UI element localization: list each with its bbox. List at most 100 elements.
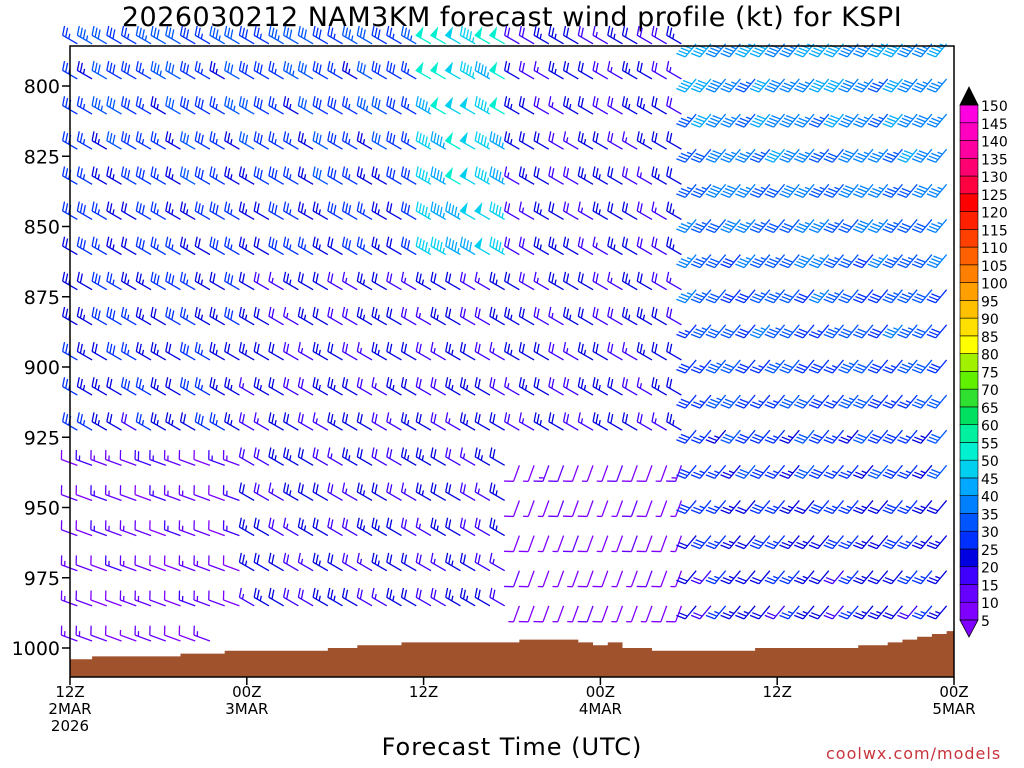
barb-full [227,414,231,424]
barb-full [415,482,419,493]
wind-barb [208,590,225,607]
barb-full [779,509,789,515]
barb-staff [563,386,579,396]
barb-full [931,433,941,439]
barb-full [796,576,806,582]
barb-full [222,520,225,530]
wind-barb [224,412,240,431]
barb-staff [460,596,476,607]
barb-full [400,271,405,282]
barb-full [259,169,263,180]
wind-barb [670,535,683,553]
barb-full [794,474,804,479]
barb-half [156,419,159,426]
barb-staff [527,605,535,623]
barb-staff [342,210,358,221]
barb-staff [571,570,579,587]
barb-full [610,308,614,319]
barb-staff [557,605,565,623]
wind-barb [327,166,343,185]
barb-staff [577,105,594,115]
barb-half [289,244,292,250]
barb-full [680,117,690,123]
wind-barb [779,324,800,339]
barb-full [838,123,848,128]
barb-staff [622,280,638,291]
barb-full [769,363,779,369]
barb-full [182,308,187,319]
wind-barb [592,342,609,361]
barb-staff [268,526,284,537]
barb-full [79,203,83,213]
barb-full [781,155,791,161]
barb-full [808,87,819,93]
barb-full [872,363,882,369]
barb-half [292,70,295,76]
barb-full [884,50,894,55]
wind-barb [720,43,741,58]
barb-full [897,193,907,198]
barb-staff [268,315,284,326]
barb-half [108,560,110,567]
wind-barb [867,500,889,515]
barb-staff [356,245,373,256]
barb-full [533,271,537,282]
barb-full [138,27,142,38]
barb-staff [312,175,329,185]
barb-full [855,401,865,407]
wind-barb [341,517,358,537]
wind-barb [592,412,609,431]
barb-half [303,244,307,250]
barb-full [359,414,363,424]
barb-staff [577,386,594,396]
wind-barb [636,25,653,45]
wind-barb [690,78,712,93]
barb-half [181,525,184,532]
barb-staff [135,315,152,326]
barb-full [386,201,390,212]
barb-full [693,541,703,547]
credit-link[interactable]: coolwx.com/models [826,744,1002,763]
wind-barb [178,485,196,502]
barb-half [831,470,838,474]
barb-full [842,328,853,334]
barb-full [769,223,779,228]
barb-full [840,471,850,477]
barb-full [707,85,718,90]
barb-full [474,96,478,106]
barb-staff [239,245,255,256]
barb-full [838,52,848,58]
barb-staff [135,34,152,45]
wind-barb [867,324,889,339]
wind-barb [607,236,623,256]
wind-barb [808,500,830,515]
barb-full [808,368,819,374]
barb-staff [134,458,152,466]
barb-full [75,555,78,565]
barb-full [459,377,463,387]
barb-full [931,363,941,369]
barb-full [852,158,863,163]
wind-barb [150,236,167,256]
barb-staff [312,69,329,80]
barb-full [62,306,66,317]
barb-staff [121,34,137,45]
barb-full [224,377,228,387]
barb-half [477,277,480,284]
barb-full [109,133,113,143]
barb-full [624,308,629,319]
wind-barb [794,324,815,339]
wind-barb [764,429,786,444]
barb-full [465,29,470,39]
barb-full [690,579,701,585]
barb-full [241,449,246,459]
barb-staff [135,245,152,256]
barb-half [716,397,722,401]
barb-full [580,168,584,178]
barb-full [386,96,390,106]
barb-staff [651,280,668,291]
barb-full [828,258,838,263]
barb-half [303,525,307,531]
barb-full [769,47,779,53]
barb-full [256,133,260,143]
